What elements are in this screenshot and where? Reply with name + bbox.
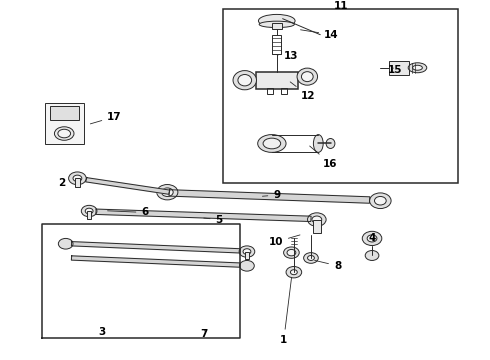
Circle shape — [365, 251, 379, 261]
Bar — [45, 103, 84, 144]
Circle shape — [58, 238, 73, 249]
Ellipse shape — [326, 139, 335, 148]
Bar — [223, 9, 458, 183]
Ellipse shape — [408, 63, 427, 73]
Bar — [256, 72, 297, 89]
Bar — [272, 35, 281, 54]
Text: 9: 9 — [263, 190, 280, 200]
Text: 12: 12 — [290, 82, 316, 101]
Bar — [272, 23, 282, 29]
Bar — [75, 178, 80, 187]
Circle shape — [69, 172, 86, 185]
Ellipse shape — [161, 188, 173, 197]
Polygon shape — [96, 209, 311, 221]
Circle shape — [240, 261, 254, 271]
Circle shape — [374, 197, 386, 205]
Circle shape — [73, 175, 82, 181]
Text: 5: 5 — [204, 215, 223, 225]
Text: 15: 15 — [388, 65, 403, 75]
Bar — [245, 252, 249, 259]
Ellipse shape — [297, 68, 318, 85]
Ellipse shape — [258, 14, 295, 27]
Circle shape — [369, 193, 391, 208]
Bar — [389, 60, 409, 75]
Ellipse shape — [58, 129, 71, 138]
Text: 7: 7 — [200, 329, 207, 339]
Ellipse shape — [258, 135, 286, 152]
Circle shape — [239, 246, 255, 257]
Bar — [49, 106, 79, 120]
Text: 16: 16 — [310, 146, 338, 169]
Circle shape — [291, 270, 297, 275]
Text: 14: 14 — [300, 30, 339, 40]
Text: 4: 4 — [368, 233, 375, 243]
Bar — [281, 88, 287, 94]
Text: 6: 6 — [107, 207, 148, 217]
Circle shape — [304, 253, 318, 263]
Ellipse shape — [259, 21, 294, 28]
Polygon shape — [72, 256, 240, 267]
Bar — [267, 88, 273, 94]
Text: 11: 11 — [334, 1, 348, 11]
Ellipse shape — [263, 138, 281, 149]
Ellipse shape — [238, 75, 251, 86]
Circle shape — [243, 249, 251, 255]
Ellipse shape — [308, 213, 326, 226]
Text: 17: 17 — [90, 112, 122, 124]
Circle shape — [81, 205, 97, 217]
Polygon shape — [169, 190, 370, 203]
Text: 8: 8 — [315, 260, 341, 271]
Polygon shape — [72, 242, 240, 253]
Text: 10: 10 — [269, 235, 300, 247]
Ellipse shape — [413, 65, 422, 70]
Ellipse shape — [312, 216, 322, 223]
Ellipse shape — [54, 127, 74, 140]
Circle shape — [286, 266, 302, 278]
Ellipse shape — [157, 185, 178, 200]
Circle shape — [308, 256, 315, 261]
Circle shape — [367, 235, 377, 242]
Text: 2: 2 — [58, 177, 66, 188]
Bar — [313, 220, 321, 233]
Ellipse shape — [314, 135, 323, 152]
Text: 1: 1 — [280, 278, 292, 345]
Ellipse shape — [284, 247, 299, 258]
Ellipse shape — [301, 72, 313, 82]
Text: 13: 13 — [276, 51, 298, 61]
Ellipse shape — [233, 71, 256, 90]
Ellipse shape — [287, 249, 296, 256]
Polygon shape — [86, 178, 170, 194]
Bar — [87, 211, 91, 219]
Circle shape — [85, 208, 93, 214]
Circle shape — [362, 231, 382, 246]
Text: 3: 3 — [98, 327, 106, 337]
